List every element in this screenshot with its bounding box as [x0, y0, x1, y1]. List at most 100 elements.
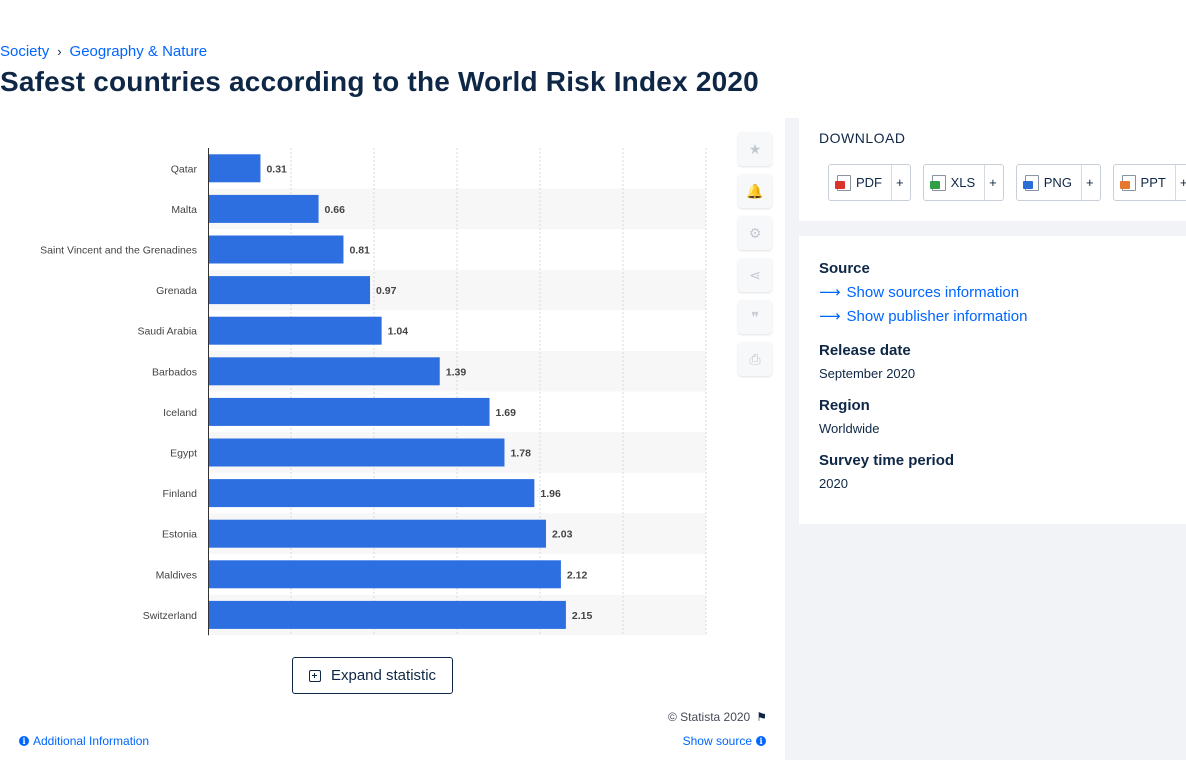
data-label: 0.81 — [349, 245, 370, 257]
expand-label: Expand statistic — [330, 667, 437, 684]
show-sources-link[interactable]: ⟶ Show sources information — [819, 283, 1020, 302]
download-buttons: PDF + XLS + PNG + PPT + — [828, 164, 1186, 201]
png-file-badge — [1022, 180, 1033, 189]
breadcrumb-separator: › — [57, 44, 62, 59]
star-icon[interactable]: ★ — [738, 132, 772, 166]
chart-card: Qatar 0.31 Malta 0.66 Saint Vincent and the … — [0, 118, 785, 760]
print-icon[interactable]: ⎙ — [738, 342, 772, 376]
bar-iceland — [209, 397, 490, 426]
data-label: 1.96 — [540, 488, 561, 500]
gear-icon[interactable]: ⚙ — [738, 216, 772, 250]
download-pdf-label: PDF — [856, 175, 882, 190]
region-value: Worldwide — [819, 421, 880, 436]
bar-egypt — [209, 438, 505, 467]
release-date-value: September 2020 — [819, 366, 916, 381]
download-xls-button[interactable]: XLS + — [922, 164, 1004, 201]
plus-icon: + — [1174, 165, 1186, 200]
show-publisher-label: Show publisher information — [846, 307, 1028, 325]
chart-fade-overlay — [208, 716, 708, 752]
bar-saudi-arabia — [209, 316, 382, 345]
bell-icon[interactable]: 🔔 — [738, 174, 772, 208]
arrow-right-icon: ⟶ — [819, 308, 841, 325]
plus-icon: + — [891, 165, 904, 200]
data-label: 2.03 — [552, 529, 573, 541]
category-label: Switzerland — [143, 610, 197, 622]
region-label: Region — [819, 397, 870, 414]
survey-period-value: 2020 — [819, 476, 848, 491]
plus-icon: + — [984, 165, 997, 200]
pdf-file-icon — [835, 174, 851, 191]
data-label: 0.66 — [325, 204, 346, 216]
png-file-icon — [1022, 174, 1039, 191]
download-title: DOWNLOAD — [819, 130, 906, 146]
copyright-text: © Statista 2020 — [668, 710, 751, 724]
statistic-details-card: Source ⟶ Show sources information ⟶ Show… — [799, 236, 1186, 524]
copyright: © Statista 2020 ⚑ — [668, 710, 767, 724]
flag-icon[interactable]: ⚑ — [756, 710, 767, 724]
data-label: 1.39 — [446, 366, 467, 378]
expand-statistic-button[interactable]: Expand statistic — [292, 657, 453, 694]
data-label: 2.15 — [572, 610, 593, 622]
chart-toolbar: ★ 🔔 ⚙ ⋖ ❞ ⎙ — [738, 132, 772, 384]
category-label: Grenada — [156, 285, 197, 297]
release-date-label: Release date — [819, 342, 911, 359]
bar-saint-vincent-and-the-grenadines — [209, 235, 344, 264]
bar-maldives — [209, 560, 561, 589]
quote-icon[interactable]: ❞ — [738, 300, 772, 334]
category-label: Barbados — [152, 366, 197, 378]
bar-finland — [209, 479, 535, 508]
bar-grenada — [209, 276, 371, 305]
bar-malta — [209, 194, 319, 223]
ppt-file-badge — [1119, 180, 1130, 189]
expand-icon — [308, 669, 321, 682]
additional-information-link[interactable]: i Additional Information — [19, 734, 149, 748]
download-ppt-label: PPT — [1140, 175, 1166, 190]
show-source-link[interactable]: Show source i — [683, 734, 766, 748]
download-ppt-button[interactable]: PPT + — [1112, 164, 1186, 201]
download-png-button[interactable]: PNG + — [1015, 164, 1101, 201]
breadcrumb-item-geography[interactable]: Geography & Nature — [69, 43, 208, 60]
xls-file-badge — [929, 180, 940, 189]
data-label: 1.78 — [510, 448, 531, 460]
show-source-label: Show source — [682, 734, 752, 748]
info-icon: i — [19, 736, 29, 746]
bar-estonia — [209, 519, 546, 548]
pdf-file-badge — [835, 180, 845, 189]
data-label: 0.97 — [376, 285, 397, 297]
bar-switzerland — [209, 600, 566, 629]
category-label: Saint Vincent and the Grenadines — [40, 245, 197, 257]
download-png-label: PNG — [1043, 175, 1072, 190]
data-label: 0.31 — [266, 163, 287, 175]
info-icon: i — [756, 736, 766, 746]
breadcrumb-item-society[interactable]: Society — [0, 43, 50, 60]
ppt-file-icon — [1119, 174, 1136, 191]
bar-chart: Qatar 0.31 Malta 0.66 Saint Vincent and the … — [40, 148, 707, 636]
category-label: Estonia — [162, 529, 197, 541]
data-label: 1.69 — [496, 407, 517, 419]
download-pdf-button[interactable]: PDF + — [828, 164, 911, 201]
share-icon[interactable]: ⋖ — [738, 258, 772, 292]
show-publisher-link[interactable]: ⟶ Show publisher information — [819, 307, 1028, 326]
download-xls-label: XLS — [950, 175, 976, 190]
data-label: 2.12 — [567, 569, 588, 581]
category-label: Saudi Arabia — [137, 326, 197, 338]
bar-qatar — [209, 154, 261, 183]
category-label: Qatar — [171, 163, 198, 175]
xls-file-icon — [929, 174, 946, 191]
download-card: DOWNLOAD PDF + XLS + PNG + PPT + — [799, 118, 1186, 221]
category-label: Malta — [171, 204, 197, 216]
bar-barbados — [209, 357, 440, 386]
category-label: Maldives — [156, 569, 197, 581]
arrow-right-icon: ⟶ — [819, 284, 841, 301]
page-title: Safest countries according to the World … — [0, 66, 759, 97]
show-sources-label: Show sources information — [846, 283, 1020, 301]
plus-icon: + — [1080, 165, 1094, 200]
header-background — [0, 0, 1186, 118]
breadcrumb: Society › Geography & Nature — [0, 43, 207, 60]
category-label: Finland — [163, 488, 198, 500]
data-label: 1.04 — [388, 326, 409, 338]
category-label: Iceland — [163, 407, 197, 419]
survey-period-label: Survey time period — [819, 452, 955, 469]
category-label: Egypt — [170, 448, 197, 460]
source-label: Source — [819, 260, 870, 277]
